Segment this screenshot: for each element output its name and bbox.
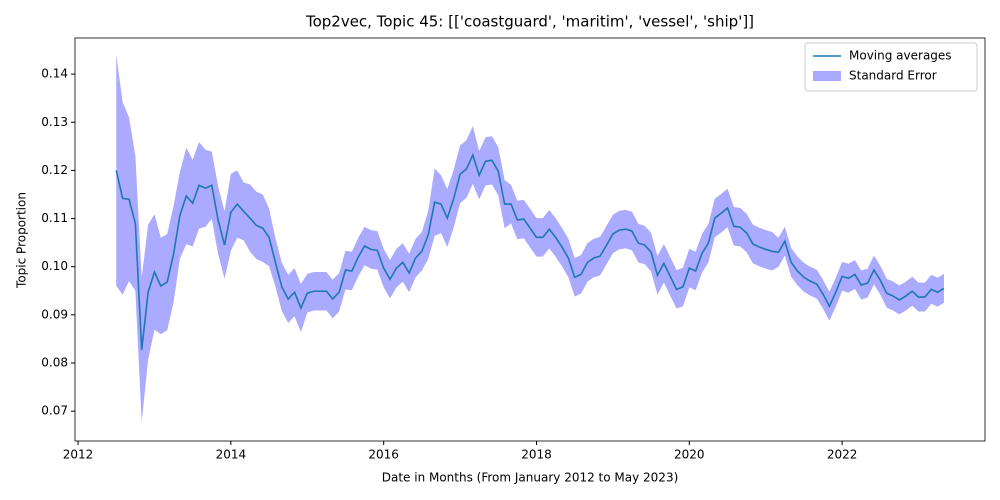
x-tick-label: 2016 [368,448,399,462]
x-axis-label: Date in Months (From January 2012 to May… [382,471,679,485]
legend-label: Standard Error [849,69,937,83]
x-tick-label: 2020 [674,448,705,462]
y-tick-label: 0.07 [41,404,68,418]
y-tick-label: 0.09 [41,307,68,321]
line-series [115,152,945,351]
y-tick-label: 0.14 [41,67,68,81]
x-tick-label: 2022 [827,448,858,462]
y-tick-label: 0.11 [41,211,68,225]
legend-label: Moving averages [849,49,952,63]
plot-frame [74,37,986,442]
x-tick-label: 2012 [63,448,94,462]
y-tick-label: 0.13 [41,115,68,129]
chart-title: Top2vec, Topic 45: [['coastguard', 'mari… [305,13,754,31]
x-tick-label: 2018 [521,448,552,462]
y-axis-label: Topic Proportion [15,192,29,289]
error-band [116,54,944,423]
y-tick-label: 0.10 [41,259,68,273]
x-tick-label: 2014 [216,448,247,462]
y-tick-label: 0.08 [41,356,68,370]
y-tick-label: 0.12 [41,163,68,177]
legend-band-swatch [813,71,841,81]
legend-box [804,42,978,92]
